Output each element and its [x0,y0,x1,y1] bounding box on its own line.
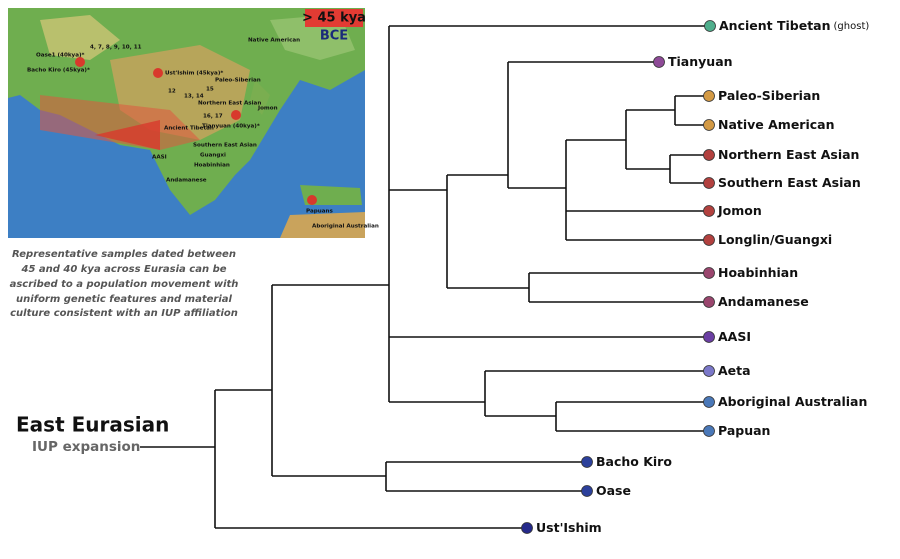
leaf-dot [703,267,715,279]
leaf-name: Northern East Asian [718,147,859,162]
leaf-dot [703,425,715,437]
map-label: Andamanese [166,178,207,184]
caption-line: ascribed to a population movement with [10,279,239,290]
leaf-dot [521,522,533,534]
leaf-label: Ust'Ishim [536,520,602,535]
leaf-dot [704,20,716,32]
leaf-label: AASI [718,329,751,344]
leaf-label: Papuan [718,423,770,438]
leaf-dot [581,485,593,497]
leaf-label: Southern East Asian [718,175,861,190]
leaf-label: Ancient Tibetan (ghost) [719,18,869,33]
leaf-label: Native American [718,117,835,132]
leaf-dot [703,234,715,246]
leaf-label: Hoabinhian [718,265,798,280]
leaf-label: Aeta [718,363,751,378]
root-title: East Eurasian [16,413,169,437]
leaf-name: Paleo-Siberian [718,88,820,103]
leaf-label: Paleo-Siberian [718,88,820,103]
caption-line: Representative samples dated between [12,249,236,260]
map-label: 12 [168,89,176,95]
leaf-name: Southern East Asian [718,175,861,190]
leaf-label: Jomon [717,203,762,218]
leaf-dot [703,177,715,189]
map-label: Aboriginal Australian [312,224,379,230]
leaf-name: Andamanese [718,294,809,309]
leaf-note: (ghost) [834,21,870,32]
map-label: Tianyuan (40kya)* [202,124,260,130]
map-label: AASI [152,155,167,161]
leaf-dot [703,205,715,217]
map-label: Southern East Asian [193,143,257,149]
leaves: Ancient Tibetan (ghost) Tianyuan Paleo-Sibe… [521,18,869,535]
map-label: 15 [206,87,214,93]
leaf-name: Ancient Tibetan [719,18,831,33]
caption: Representative samples dated between 45 … [10,249,239,319]
map-label: Bacho Kiro (45kya)* [27,68,90,74]
map-label: Oase1 (40kya)* [36,53,85,59]
leaf-dot [703,331,715,343]
leaf-label: Oase [596,483,631,498]
map-badge: > 45 kya [302,11,366,26]
leaf-name: Longlin/Guangxi [718,232,832,247]
map-label: Paleo-Siberian [215,78,261,84]
root-subtitle: IUP expansion [32,439,140,455]
map-label: 13, 14 [184,94,204,100]
map-label: Native American [248,38,300,44]
leaf-label: Tianyuan [668,54,733,69]
tree [140,25,710,529]
map-label: 4, 7, 8, 9, 10, 11 [90,45,142,51]
map-label: Ust'Ishim (45kya)* [165,71,223,77]
caption-line: uniform genetic features and material [16,294,232,305]
leaf-dot [703,296,715,308]
map-label: Guangxi [200,153,226,159]
leaf-label: Andamanese [718,294,809,309]
map: > 45 kya BCE Oase1 (40kya)* Bacho Kiro (… [8,8,379,238]
leaf-name: Jomon [717,203,762,218]
leaf-dot [703,396,715,408]
leaf-name: Aeta [718,363,751,378]
leaf-name: Ust'Ishim [536,520,602,535]
leaf-dot [703,119,715,131]
map-label: Hoabinhian [194,163,230,169]
leaf-dot [703,90,715,102]
leaf-name: Hoabinhian [718,265,798,280]
leaf-name: Native American [718,117,835,132]
map-era: BCE [320,29,348,44]
leaf-dot [653,56,665,68]
leaf-name: Aboriginal Australian [718,394,867,409]
leaf-dot [703,365,715,377]
leaf-label: Longlin/Guangxi [718,232,832,247]
leaf-dot [703,149,715,161]
map-label: Ancient Tibetan [164,126,214,132]
leaf-name: Papuan [718,423,770,438]
leaf-name: Tianyuan [668,54,733,69]
leaf-name: AASI [718,329,751,344]
leaf-label: Aboriginal Australian [718,394,867,409]
map-label: Papuans [306,209,333,215]
leaf-label: Bacho Kiro [596,454,672,469]
map-label: Northern East Asian [198,101,261,107]
map-label: Jomon [257,106,278,112]
leaf-dot [581,456,593,468]
caption-line: 45 and 40 kya across Eurasia can be [20,264,226,275]
leaf-name: Bacho Kiro [596,454,672,469]
map-label: 16, 17 [203,114,223,120]
caption-line: culture consistent with an IUP affiliati… [10,308,238,319]
leaf-label: Northern East Asian [718,147,859,162]
leaf-name: Oase [596,483,631,498]
